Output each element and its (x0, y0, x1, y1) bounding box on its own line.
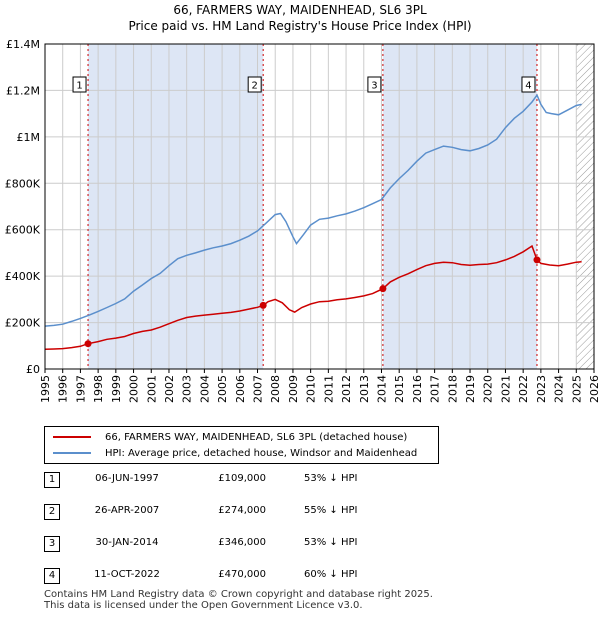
x-tick-label: 2025 (570, 375, 583, 403)
sale-number: 2 (44, 504, 60, 520)
sale-label-box (367, 76, 382, 93)
y-tick-label: £800K (5, 177, 41, 190)
y-tick-label: £200K (5, 317, 41, 330)
x-tick-label: 2021 (499, 375, 512, 403)
sale-row: 2 26-APR-2007 £274,000 55% ↓ HPI (44, 504, 444, 520)
sale-row: 1 06-JUN-1997 £109,000 53% ↓ HPI (44, 472, 444, 488)
sale-label-number: 2 (251, 81, 257, 92)
footer: Contains HM Land Registry data © Crown c… (44, 589, 433, 611)
sale-price: £274,000 (218, 505, 266, 516)
legend: 66, FARMERS WAY, MAIDENHEAD, SL6 3PL (de… (44, 426, 439, 464)
y-tick-label: £600K (5, 224, 41, 237)
x-tick-label: 2014 (375, 375, 388, 403)
sale-date: 26-APR-2007 (94, 505, 160, 516)
sale-row: 4 11-OCT-2022 £470,000 60% ↓ HPI (44, 568, 444, 584)
x-tick-label: 2023 (535, 375, 548, 403)
shaded-period (382, 44, 537, 369)
x-tick-label: 2019 (464, 375, 477, 403)
legend-item-property: 66, FARMERS WAY, MAIDENHEAD, SL6 3PL (de… (53, 430, 407, 444)
legend-label-hpi: HPI: Average price, detached house, Wind… (105, 447, 418, 459)
x-tick-label: 2026 (588, 375, 600, 403)
sale-label-box (521, 76, 536, 93)
x-tick-label: 2006 (234, 375, 247, 403)
sale-hpi-diff: 60% ↓ HPI (304, 569, 358, 580)
sale-hpi-diff: 53% ↓ HPI (304, 537, 358, 548)
y-tick-label: £1M (17, 131, 41, 144)
sale-hpi-diff: 53% ↓ HPI (304, 473, 358, 484)
forecast-hatch (576, 44, 594, 369)
sale-price: £346,000 (218, 537, 266, 548)
hpi-line (44, 93, 582, 327)
shaded-period (88, 44, 264, 369)
legend-item-hpi: HPI: Average price, detached house, Wind… (53, 446, 417, 460)
sale-price: £109,000 (218, 473, 266, 484)
x-tick-label: 2010 (305, 375, 318, 403)
x-tick-label: 2017 (429, 375, 442, 403)
x-tick-label: 2016 (411, 375, 424, 403)
sale-label-number: 4 (525, 81, 531, 92)
legend-swatch-hpi (53, 452, 91, 454)
sale-number: 3 (44, 536, 60, 552)
x-tick-label: 2008 (269, 375, 282, 403)
x-tick-label: 1998 (92, 375, 105, 403)
sale-price: £470,000 (218, 569, 266, 580)
x-tick-label: 2018 (446, 375, 459, 403)
sale-point (533, 256, 541, 264)
y-tick-label: £1.4M (6, 38, 40, 51)
x-tick-label: 2005 (216, 375, 229, 403)
sale-date: 06-JUN-1997 (95, 473, 159, 484)
price-chart: £0 £200K £400K £600K £800K £1M £1.2M £1.4M 1995 1… (5, 38, 600, 403)
x-tick-label: 2013 (358, 375, 371, 403)
sale-point (379, 285, 387, 293)
sale-hpi-diff: 55% ↓ HPI (304, 505, 358, 516)
x-tick-label: 2012 (340, 375, 353, 403)
x-tick-label: 1995 (39, 375, 52, 403)
x-tick-label: 2007 (252, 375, 265, 403)
sale-number: 4 (44, 568, 60, 584)
sale-date: 11-OCT-2022 (94, 569, 160, 580)
sale-label-number: 1 (76, 81, 82, 92)
sale-number: 1 (44, 472, 60, 488)
x-tick-label: 2024 (553, 375, 566, 403)
footer-copyright: Contains HM Land Registry data © Crown c… (44, 589, 433, 600)
x-tick-label: 1996 (57, 375, 70, 403)
sale-label-box (72, 76, 87, 93)
x-tick-label: 2000 (128, 375, 141, 403)
x-tick-label: 1999 (110, 375, 123, 403)
x-tick-label: 2001 (145, 375, 158, 403)
x-tick-label: 2020 (482, 375, 495, 403)
x-tick-label: 2015 (393, 375, 406, 403)
x-tick-label: 2009 (287, 375, 300, 403)
x-tick-label: 2002 (163, 375, 176, 403)
x-tick-label: 2003 (181, 375, 194, 403)
sale-label-number: 3 (371, 81, 377, 92)
y-tick-label: £1.2M (6, 84, 40, 97)
plot-frame (44, 43, 595, 370)
x-tick-label: 2004 (198, 375, 211, 403)
sale-point (84, 340, 92, 348)
chart-subtitle: Price paid vs. HM Land Registry's House … (128, 19, 472, 33)
x-tick-label: 1997 (74, 375, 87, 403)
sale-point (259, 301, 267, 309)
x-tick-label: 2011 (322, 375, 335, 403)
property-price-line (44, 244, 582, 351)
footer-licence: This data is licensed under the Open Gov… (44, 600, 363, 611)
y-tick-label: £400K (5, 270, 41, 283)
y-tick-label: £0 (26, 363, 40, 376)
sale-date: 30-JAN-2014 (95, 537, 159, 548)
chart-title: 66, FARMERS WAY, MAIDENHEAD, SL6 3PL (173, 3, 427, 17)
legend-swatch-property (53, 436, 91, 438)
sale-label-box (247, 76, 262, 93)
sale-row: 3 30-JAN-2014 £346,000 53% ↓ HPI (44, 536, 444, 552)
x-tick-label: 2022 (517, 375, 530, 403)
legend-label-property: 66, FARMERS WAY, MAIDENHEAD, SL6 3PL (de… (105, 431, 408, 443)
